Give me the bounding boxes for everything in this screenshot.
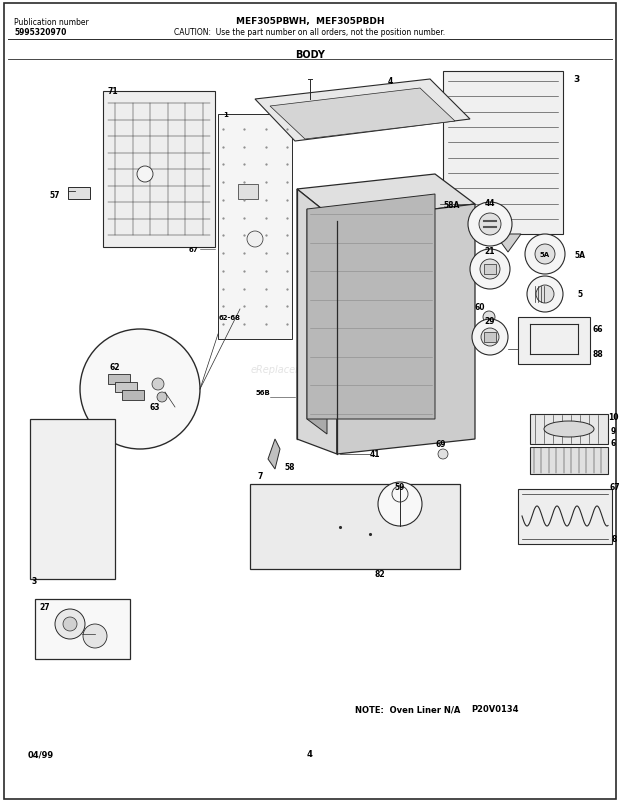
- Text: 60: 60: [475, 303, 485, 312]
- Circle shape: [525, 234, 565, 275]
- Text: 5A: 5A: [575, 251, 585, 259]
- Circle shape: [438, 450, 448, 459]
- Text: Publication number: Publication number: [14, 18, 89, 27]
- Text: 41: 41: [370, 450, 380, 459]
- Text: 69: 69: [436, 440, 446, 449]
- Polygon shape: [122, 390, 144, 401]
- Text: 57: 57: [50, 190, 60, 199]
- Polygon shape: [297, 190, 337, 454]
- Text: 82: 82: [374, 570, 385, 579]
- Circle shape: [479, 214, 501, 236]
- Text: BODY: BODY: [295, 50, 325, 60]
- Circle shape: [483, 312, 495, 324]
- Polygon shape: [518, 489, 612, 544]
- Circle shape: [152, 378, 164, 390]
- Circle shape: [480, 259, 500, 279]
- Polygon shape: [307, 195, 435, 419]
- Circle shape: [481, 328, 499, 347]
- Polygon shape: [495, 234, 521, 253]
- Text: 29: 29: [485, 317, 495, 326]
- Text: 62: 62: [110, 363, 120, 372]
- Text: 67: 67: [610, 483, 620, 492]
- Text: 58: 58: [285, 463, 295, 472]
- Text: 10: 10: [608, 413, 618, 422]
- Circle shape: [378, 483, 422, 526]
- Polygon shape: [238, 185, 258, 200]
- Text: 9: 9: [610, 427, 616, 436]
- Text: 5995320970: 5995320970: [14, 28, 66, 37]
- Polygon shape: [443, 72, 563, 234]
- Polygon shape: [268, 439, 280, 470]
- Polygon shape: [68, 188, 90, 200]
- Text: 21: 21: [485, 247, 495, 256]
- Circle shape: [157, 393, 167, 402]
- Circle shape: [55, 609, 85, 639]
- Text: 5: 5: [577, 290, 583, 300]
- Text: 71: 71: [108, 88, 118, 96]
- Circle shape: [468, 202, 512, 247]
- Text: 7: 7: [257, 472, 263, 481]
- Circle shape: [63, 618, 77, 631]
- Circle shape: [535, 245, 555, 265]
- Polygon shape: [35, 599, 130, 659]
- Text: 4: 4: [388, 77, 392, 87]
- Text: 1: 1: [224, 112, 228, 118]
- Polygon shape: [297, 175, 475, 222]
- Polygon shape: [30, 419, 115, 579]
- Text: P20V0134: P20V0134: [471, 704, 519, 714]
- Text: 59: 59: [395, 483, 405, 492]
- Ellipse shape: [544, 422, 594, 438]
- Text: CAUTION:  Use the part number on all orders, not the position number.: CAUTION: Use the part number on all orde…: [174, 28, 446, 37]
- Circle shape: [472, 320, 508, 356]
- Polygon shape: [103, 92, 215, 247]
- Circle shape: [80, 329, 200, 450]
- Text: 58A: 58A: [444, 200, 460, 210]
- Circle shape: [83, 624, 107, 648]
- Polygon shape: [250, 484, 460, 569]
- Polygon shape: [108, 374, 130, 385]
- Polygon shape: [484, 332, 496, 343]
- Text: 6: 6: [610, 439, 616, 448]
- Polygon shape: [270, 89, 455, 140]
- Polygon shape: [218, 115, 292, 340]
- Text: 66: 66: [593, 325, 603, 334]
- Text: NOTE:  Oven Liner N/A: NOTE: Oven Liner N/A: [355, 704, 461, 714]
- Polygon shape: [307, 210, 327, 434]
- Text: 27: 27: [40, 603, 50, 612]
- Circle shape: [470, 250, 510, 290]
- Circle shape: [536, 286, 554, 304]
- Text: 56B: 56B: [255, 389, 270, 396]
- Text: 44: 44: [485, 199, 495, 208]
- Text: 04/99: 04/99: [28, 749, 54, 759]
- Polygon shape: [530, 447, 608, 475]
- Circle shape: [527, 277, 563, 312]
- Text: 3: 3: [32, 577, 37, 585]
- Text: 63: 63: [150, 403, 160, 412]
- Text: 88: 88: [593, 350, 603, 359]
- Polygon shape: [115, 382, 137, 393]
- Text: MEF305PBWH,  MEF305PBDH: MEF305PBWH, MEF305PBDH: [236, 17, 384, 26]
- Text: 67: 67: [188, 247, 198, 253]
- Text: 8: 8: [612, 535, 618, 544]
- Text: eReplacementParts.com: eReplacementParts.com: [250, 365, 370, 374]
- Text: 5A: 5A: [540, 251, 550, 258]
- Polygon shape: [530, 414, 608, 444]
- Text: 3: 3: [574, 75, 580, 84]
- Polygon shape: [337, 205, 475, 454]
- Polygon shape: [255, 80, 470, 142]
- Circle shape: [247, 232, 263, 247]
- Text: 4: 4: [307, 749, 313, 759]
- Text: 62-68: 62-68: [219, 315, 241, 320]
- Circle shape: [137, 167, 153, 183]
- Polygon shape: [518, 318, 590, 365]
- Polygon shape: [484, 265, 496, 275]
